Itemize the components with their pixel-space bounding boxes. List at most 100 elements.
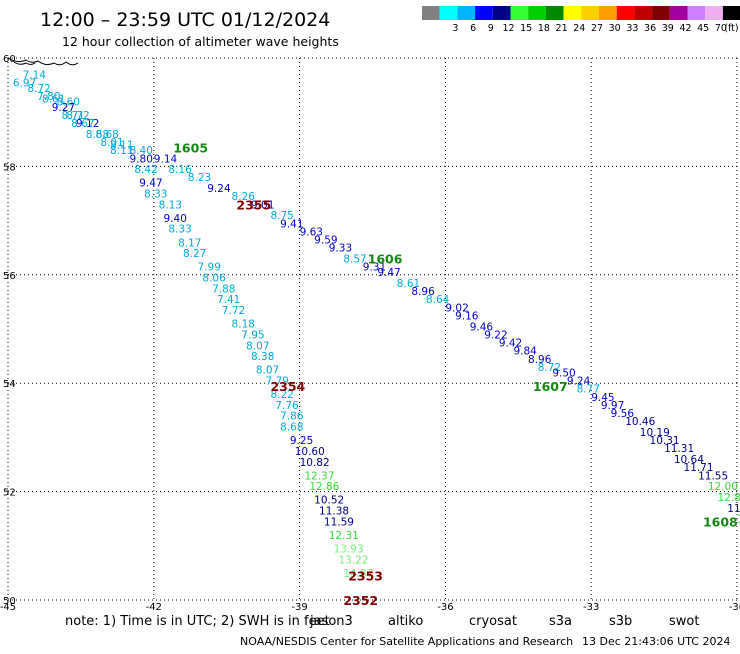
swh-label: 8.33 <box>144 189 167 201</box>
swh-label: 7.79 <box>266 375 289 387</box>
swh-label: 10.64 <box>674 454 704 466</box>
swh-label: 9.59 <box>314 235 337 247</box>
swh-label: 8.71 <box>61 110 84 122</box>
credit-text: NOAA/NESDIS Center for Satellite Applica… <box>240 635 573 648</box>
swh-label: 9.01 <box>251 199 274 211</box>
swh-label: 11.31 <box>664 443 694 455</box>
swh-label: 8.18 <box>232 319 255 331</box>
swh-label: 8.67 <box>71 118 94 130</box>
lat-lon-grid <box>7 57 738 601</box>
track-label: 2353 <box>348 569 383 584</box>
swh-label: 6.97 <box>13 77 36 89</box>
swh-label: 8.61 <box>42 94 65 106</box>
swh-label: 8.22 <box>270 389 293 401</box>
swh-label: 7.99 <box>198 262 221 274</box>
swh-label: 8.16 <box>168 164 192 176</box>
legend-swatch <box>510 6 529 20</box>
chart-subtitle: 12 hour collection of altimeter wave hei… <box>62 34 339 49</box>
x-tick-label: -45 <box>0 602 16 613</box>
satellite-legend: jason3 altiko cryosat s3a s3b swot <box>309 614 699 629</box>
swh-label: 8.40 <box>130 145 153 157</box>
swh-label: 12.31 <box>329 530 359 542</box>
swh-label: 7.86 <box>280 411 304 423</box>
swh-label: 11.38 <box>319 506 349 518</box>
legend-swatch <box>705 6 723 20</box>
swh-label: 9.46 <box>470 321 494 333</box>
x-tick-label: -33 <box>583 602 599 613</box>
legend-label: 70 <box>715 23 727 34</box>
legend-swatch <box>422 6 440 20</box>
swh-label: 7.76 <box>275 400 299 412</box>
legend-swatch <box>616 6 635 20</box>
swh-value-labels: 7.147.808.608.729.128.688.018.118.409.14… <box>13 69 740 580</box>
swh-label: 9.25 <box>290 435 313 447</box>
swh-label: 9.22 <box>484 329 507 341</box>
swh-label: 8.64 <box>426 294 450 306</box>
legend-swatch <box>475 6 493 20</box>
swh-label: 10.82 <box>300 457 330 469</box>
swh-label: 9.56 <box>611 408 635 420</box>
swh-label: 7.72 <box>222 305 245 317</box>
swh-label: 9.12 <box>76 118 99 130</box>
y-tick-label: 60 <box>3 54 16 65</box>
swh-label: 9.84 <box>513 346 537 358</box>
swh-label: 8.11 <box>110 145 133 157</box>
footer-note: note: 1) Time is in UTC; 2) SWH is in fe… <box>65 614 330 629</box>
swh-label: 8.72 <box>538 362 561 374</box>
legend-swatch <box>528 6 546 20</box>
legend-label: 18 <box>538 23 550 34</box>
legend-unit: (ft) <box>724 23 738 34</box>
swh-label: 11.59 <box>324 516 354 528</box>
legend-swatch <box>457 6 476 20</box>
legend-label: 42 <box>679 23 691 34</box>
legend-swatch <box>652 6 670 20</box>
swh-label: 9.50 <box>552 367 575 379</box>
swh-label: 9.47 <box>139 178 162 190</box>
swh-label: 8.38 <box>251 351 274 363</box>
coastline <box>7 57 79 66</box>
swh-label: 8.68 <box>95 129 118 141</box>
swh-label: 9.42 <box>499 338 522 350</box>
track-labels: 1605 2355 1606 2354 1607 2353 2352 1608 <box>173 140 738 608</box>
legend-label: 15 <box>520 23 532 34</box>
swh-label: 7.88 <box>212 283 235 295</box>
swh-label: 12.37 <box>304 470 334 482</box>
satellite-name: swot <box>669 614 699 629</box>
swh-label: 13.93 <box>334 544 364 556</box>
chart-title: 12:00 – 23:59 UTC 01/12/2024 <box>40 9 330 31</box>
legend-swatch <box>687 6 706 20</box>
swh-label: 11.55 <box>698 470 728 482</box>
swh-label: 12.52 <box>737 514 740 526</box>
swh-label: 8.07 <box>246 340 269 352</box>
legend-swatch <box>439 6 458 20</box>
axes: -45 -42 -39 -36 -33 -30 50 52 54 56 58 60 <box>0 54 740 613</box>
legend-label: 9 <box>488 23 494 34</box>
legend-label: 24 <box>573 23 585 34</box>
swh-label: 8.01 <box>100 137 123 149</box>
swh-label: 12.80 <box>718 492 740 504</box>
swh-label: 8.75 <box>270 210 293 222</box>
swh-label: 9.33 <box>329 243 352 255</box>
swh-label: 9.97 <box>601 400 624 412</box>
swh-label: 9.24 <box>567 375 591 387</box>
swh-label: 8.68 <box>280 422 303 434</box>
legend-swatch <box>492 6 511 20</box>
swh-label: 8.26 <box>232 191 256 203</box>
swh-label: 8.57 <box>343 254 366 266</box>
swh-label: 8.42 <box>134 164 157 176</box>
swh-label: 8.17 <box>178 237 201 249</box>
swh-label: 11.71 <box>684 462 714 474</box>
swh-label: 8.68 <box>86 129 109 141</box>
swh-label: 9.24 <box>207 183 231 195</box>
swh-label: 7.80 <box>37 91 60 103</box>
swh-label: 8.72 <box>27 83 50 95</box>
legend-label: 30 <box>609 23 621 34</box>
swh-label: 9.14 <box>154 153 178 165</box>
legend-label: 21 <box>556 23 568 34</box>
swh-label: 10.60 <box>295 446 325 458</box>
swh-label: 8.27 <box>183 248 206 260</box>
y-tick-label: 56 <box>3 271 16 282</box>
satellite-name: s3a <box>549 614 572 629</box>
swh-label: 9.45 <box>591 392 614 404</box>
